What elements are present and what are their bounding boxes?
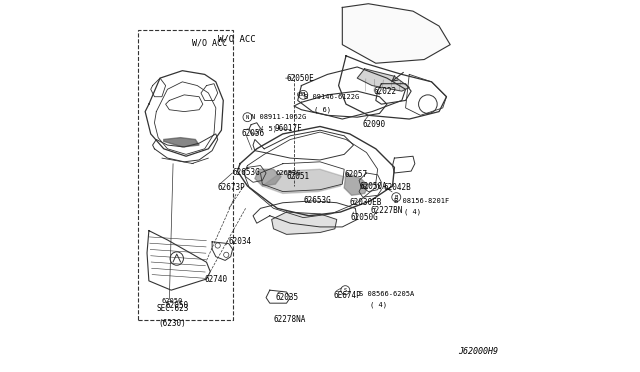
Text: 62050A: 62050A xyxy=(359,182,387,190)
Polygon shape xyxy=(271,212,337,234)
Text: ( 4): ( 4) xyxy=(404,209,420,215)
Text: ( 4): ( 4) xyxy=(370,302,387,308)
Polygon shape xyxy=(344,173,369,195)
Text: 62740: 62740 xyxy=(205,275,228,283)
Text: (6230): (6230) xyxy=(158,319,186,328)
Text: 62653G: 62653G xyxy=(275,170,301,176)
Text: 62653G: 62653G xyxy=(232,169,260,177)
Text: 62035: 62035 xyxy=(275,293,298,302)
Polygon shape xyxy=(164,138,199,147)
Text: 62051: 62051 xyxy=(287,172,310,181)
Text: ( 6): ( 6) xyxy=(314,106,332,113)
Text: B: B xyxy=(301,92,305,97)
Text: 62090: 62090 xyxy=(363,120,386,129)
Text: ( 5): ( 5) xyxy=(260,125,278,132)
Text: 62030EB: 62030EB xyxy=(349,198,381,207)
Text: 62034: 62034 xyxy=(229,237,252,246)
Text: J62000H9: J62000H9 xyxy=(458,347,498,356)
Text: 62050: 62050 xyxy=(166,301,189,310)
Text: 62057: 62057 xyxy=(344,170,367,179)
Text: 62653G: 62653G xyxy=(303,196,331,205)
Polygon shape xyxy=(262,169,344,193)
Text: W/O ACC: W/O ACC xyxy=(191,38,227,47)
Polygon shape xyxy=(342,4,450,63)
Text: (B): (B) xyxy=(296,92,307,97)
Text: 62050E: 62050E xyxy=(287,74,314,83)
Text: B: B xyxy=(395,195,398,200)
Text: W/O ACC: W/O ACC xyxy=(218,35,255,44)
Text: SEC.623: SEC.623 xyxy=(156,304,189,313)
Text: 62042B: 62042B xyxy=(383,183,411,192)
Text: 62278NA: 62278NA xyxy=(273,315,306,324)
Bar xyxy=(138,30,232,320)
Text: S 08566-6205A: S 08566-6205A xyxy=(359,291,414,297)
Text: S: S xyxy=(344,288,347,293)
Text: 62022: 62022 xyxy=(374,87,397,96)
Text: 6E674P: 6E674P xyxy=(333,291,361,300)
Text: 96017F: 96017F xyxy=(275,124,302,133)
Text: N 08911-1062G: N 08911-1062G xyxy=(251,114,307,120)
Text: 62056: 62056 xyxy=(242,129,265,138)
Text: 62673P: 62673P xyxy=(218,183,246,192)
Polygon shape xyxy=(255,169,281,186)
Text: 62227BN: 62227BN xyxy=(370,206,403,215)
Text: 62050G: 62050G xyxy=(351,213,378,222)
Text: 62050: 62050 xyxy=(161,298,182,304)
Polygon shape xyxy=(357,69,410,91)
Text: B 09146-6122G: B 09146-6122G xyxy=(305,94,360,100)
Text: B 08156-8201F: B 08156-8201F xyxy=(394,198,450,204)
Text: N: N xyxy=(246,115,249,120)
